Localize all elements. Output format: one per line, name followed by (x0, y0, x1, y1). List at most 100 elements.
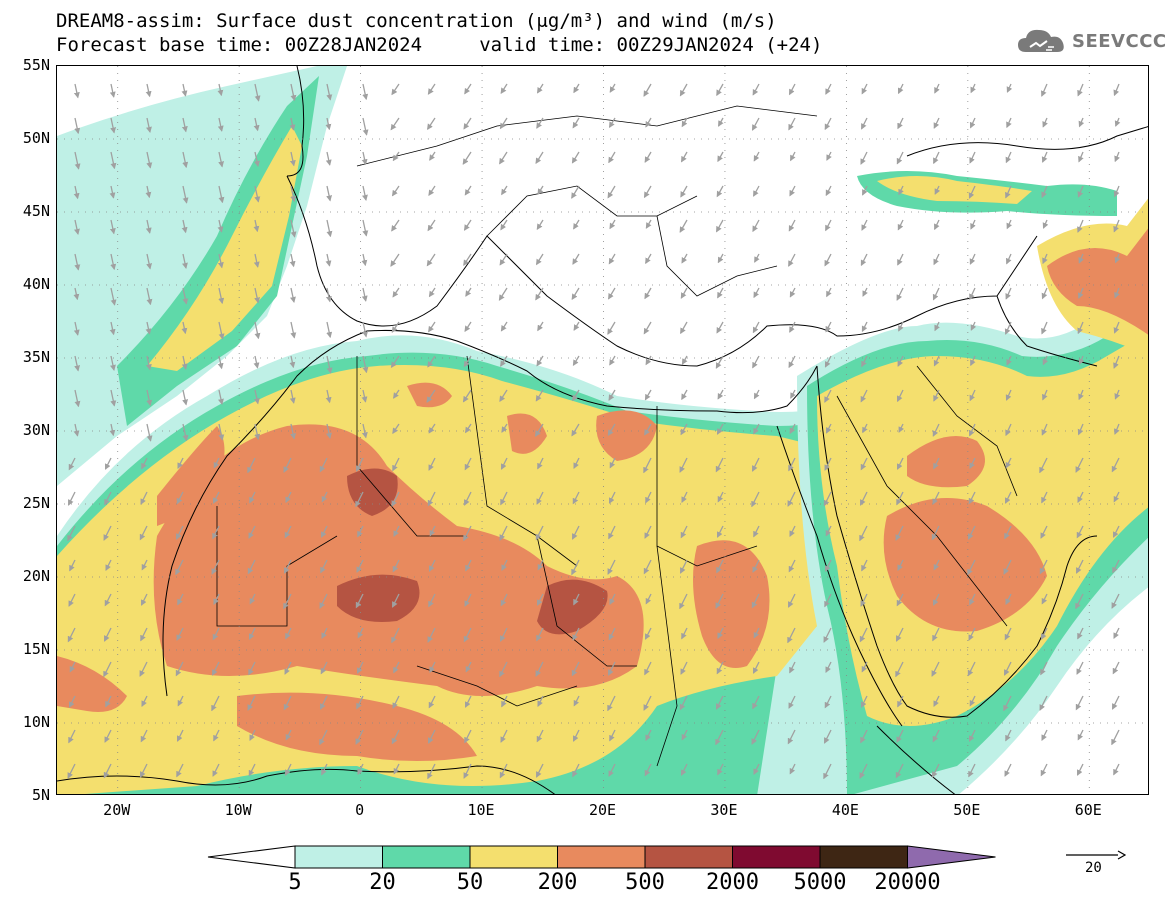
wind-arrow (608, 763, 616, 777)
wind-arrow (319, 457, 328, 473)
wind-arrow (1005, 423, 1012, 437)
wind-arrow (289, 151, 296, 167)
wind-arrow (932, 423, 940, 437)
wind-arrow (896, 457, 904, 470)
wind-arrow (681, 389, 688, 401)
wind-arrow (74, 389, 81, 408)
wind-arrow (357, 525, 364, 538)
wind-arrow (212, 627, 220, 641)
wind-arrow (1040, 525, 1048, 539)
wind-arrow (1075, 593, 1084, 610)
wind-arrow (464, 185, 472, 196)
wind-arrow (463, 355, 472, 368)
wind-arrow (967, 661, 976, 677)
wind-arrow (608, 491, 616, 504)
wind-arrow (109, 219, 116, 235)
wind-arrow (1077, 423, 1084, 436)
wind-arrow (1075, 559, 1084, 574)
wind-arrow (572, 117, 580, 129)
wind-arrow (715, 695, 724, 710)
wind-arrow (141, 695, 148, 707)
wind-arrow (1111, 695, 1120, 710)
wind-arrow (1113, 491, 1120, 503)
wind-arrow (69, 661, 76, 673)
wind-arrow (500, 593, 508, 607)
wind-arrow (970, 83, 976, 94)
wind-arrow (391, 729, 400, 745)
wind-arrow (679, 593, 688, 610)
wind-arrow (536, 729, 544, 743)
seevccc-logo: SEEVCCC (1016, 26, 1165, 56)
wind-arrow (146, 287, 153, 306)
wind-arrow (895, 525, 904, 541)
wind-arrow (463, 491, 472, 506)
longitude-tick-label: 60E (1074, 801, 1102, 819)
wind-arrow (463, 763, 472, 779)
wind-arrow (1111, 457, 1120, 473)
wind-arrow (1076, 525, 1084, 539)
wind-arrow (751, 729, 760, 745)
wind-arrow (254, 83, 261, 102)
wind-arrow (289, 355, 296, 369)
wind-arrow (679, 457, 688, 473)
wind-arrow (536, 593, 544, 606)
wind-arrow (787, 491, 796, 507)
wind-arrow (356, 695, 364, 710)
logo-text: SEEVCCC (1072, 30, 1165, 52)
wind-arrow (536, 355, 544, 367)
wind-arrow (390, 253, 400, 267)
latitude-tick-label: 20N (22, 567, 50, 585)
wind-arrow (715, 457, 724, 473)
wind-arrow (645, 593, 652, 605)
wind-arrow (788, 117, 796, 131)
wind-arrow (643, 695, 652, 711)
wind-arrow (609, 729, 616, 742)
wind-arrow (717, 627, 724, 639)
forecast-time-line: Forecast base time: 00Z28JAN2024 valid t… (56, 34, 823, 56)
wind-arrow (289, 117, 296, 131)
wind-arrow (104, 729, 112, 743)
wind-arrow (752, 219, 760, 233)
wind-arrow (175, 559, 184, 576)
wind-arrow (463, 525, 472, 542)
wind-arrow (1041, 491, 1048, 504)
wind-arrow (1005, 389, 1012, 401)
wind-arrow (1113, 355, 1120, 369)
wind-arrow (462, 389, 472, 403)
wind-arrow (933, 253, 940, 266)
wind-arrow (1041, 321, 1048, 335)
wind-arrow (897, 559, 904, 571)
wind-arrow (535, 389, 544, 402)
wind-arrow (145, 185, 152, 199)
wind-arrow (283, 457, 292, 473)
wind-arrow (1042, 389, 1048, 401)
wind-arrow (1075, 695, 1084, 711)
wind-arrow (787, 627, 796, 644)
wind-arrow (146, 253, 153, 270)
wind-arrow (716, 661, 724, 675)
dust-concentration-map (56, 65, 1149, 795)
wind-arrow (679, 559, 688, 574)
wind-arrow (680, 525, 688, 539)
wind-arrow (680, 287, 688, 299)
wind-arrow (362, 321, 369, 338)
latitude-tick-label: 15N (22, 640, 50, 658)
wind-arrow (362, 117, 369, 136)
wind-arrow (680, 423, 688, 436)
wind-arrow (790, 389, 796, 399)
wind-arrow (392, 559, 400, 573)
wind-arrow (859, 491, 868, 506)
wind-arrow (608, 287, 616, 300)
wind-arrow (325, 117, 332, 131)
wind-arrow (427, 627, 436, 643)
wind-arrow (572, 389, 580, 402)
wind-arrow (897, 355, 904, 367)
wind-arrow (969, 457, 976, 469)
wind-arrow (571, 151, 580, 164)
wind-arrow (247, 457, 256, 474)
wind-arrow (572, 729, 580, 742)
wind-arrow (500, 729, 508, 743)
wind-arrow (67, 491, 76, 506)
wind-arrow (824, 253, 832, 267)
wind-arrow (218, 151, 225, 168)
